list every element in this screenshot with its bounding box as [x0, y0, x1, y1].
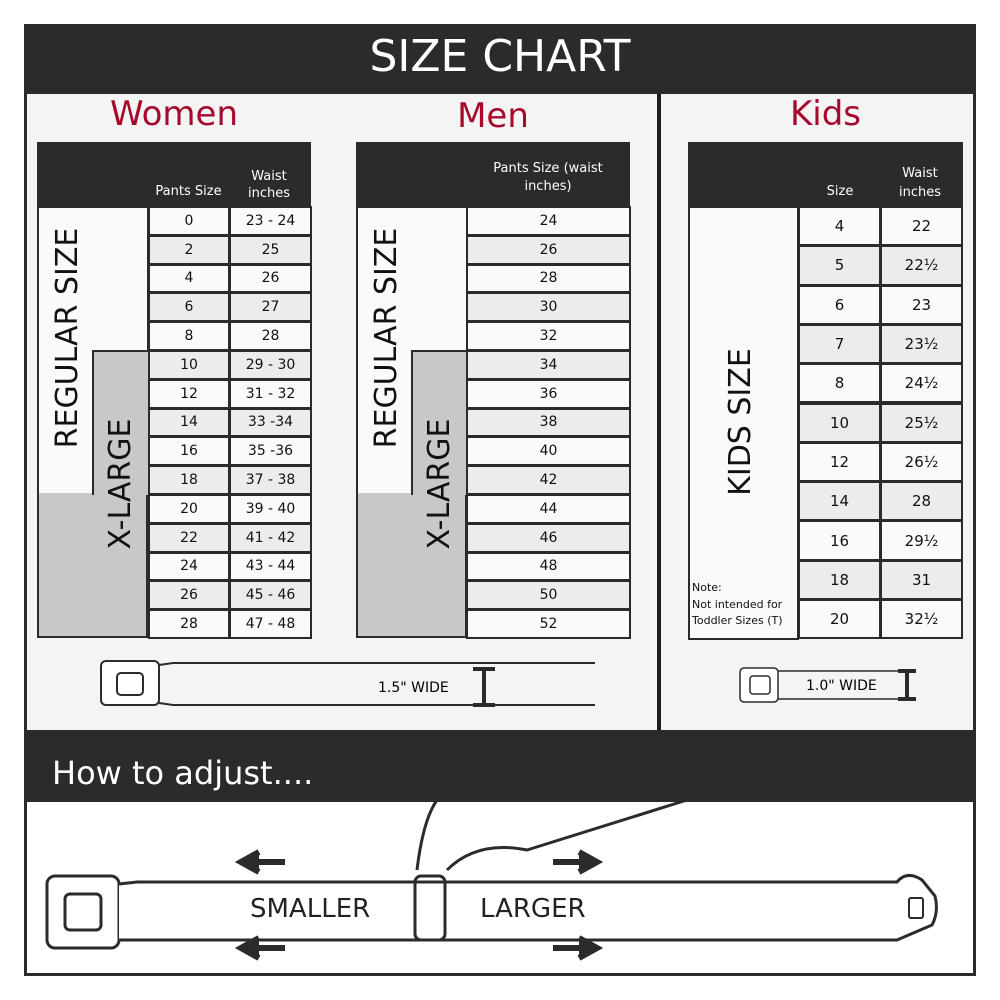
- women-pants-size-cell: 12: [148, 378, 230, 409]
- women-waist-cell: 45 - 46: [229, 580, 312, 611]
- men-title: Men: [457, 96, 529, 136]
- men-pants-size-cell: 34: [466, 350, 631, 380]
- adjust-title: How to adjust....: [24, 730, 976, 802]
- kids-waist-cell: 22½: [880, 245, 963, 286]
- adjust-belt-illustration: [45, 800, 938, 961]
- kids-waist-cell: 31: [880, 559, 963, 600]
- women-pants-size-cell: 20: [148, 494, 230, 524]
- women-col-pants: Pants Size: [155, 184, 222, 199]
- women-pants-size-cell: 28: [148, 609, 230, 639]
- larger-label: LARGER: [480, 894, 586, 924]
- kids-waist-cell: 23½: [880, 323, 963, 365]
- women-pants-size-cell: 10: [148, 350, 230, 380]
- kids-size-cell: 12: [798, 441, 881, 483]
- kids-waist-cell: 25½: [880, 402, 963, 443]
- men-xlarge-region: [411, 350, 467, 495]
- women-pants-size-cell: 26: [148, 580, 230, 611]
- kids-size-cell: 16: [798, 520, 881, 561]
- women-waist-cell: 33 -34: [229, 407, 312, 438]
- men-pants-size-cell: 40: [466, 436, 631, 467]
- kids-col-size: Size: [826, 184, 854, 199]
- kids-size-cell: 7: [798, 323, 881, 365]
- kids-size-cell: 18: [798, 559, 881, 600]
- women-pants-size-cell: 8: [148, 321, 230, 351]
- men-pants-size-cell: 38: [466, 407, 631, 438]
- women-xlarge-label: X-LARGE: [103, 418, 138, 550]
- women-waist-cell: 25: [229, 234, 312, 265]
- kids-title: Kids: [789, 94, 862, 134]
- men-pants-size-cell: 32: [466, 321, 631, 351]
- kids-waist-cell: 29½: [880, 520, 963, 561]
- women-pants-size-cell: 6: [148, 292, 230, 323]
- women-waist-cell: 35 -36: [229, 436, 312, 467]
- women-waist-cell: 39 - 40: [229, 494, 312, 524]
- kids-waist-cell: 28: [880, 481, 963, 522]
- kids-belt-width: 1.0" WIDE: [806, 678, 877, 694]
- women-pants-size-cell: 24: [148, 551, 230, 582]
- men-regular-label: REGULAR SIZE: [369, 227, 404, 449]
- women-waist-cell: 41 - 42: [229, 522, 312, 553]
- women-belt-width: 1.5" WIDE: [378, 680, 449, 696]
- women-pants-size-cell: 2: [148, 234, 230, 265]
- women-waist-cell: 28: [229, 321, 312, 351]
- kids-waist-cell: 22: [880, 206, 963, 247]
- women-title: Women: [109, 94, 238, 134]
- kids-waist-cell: 24½: [880, 363, 963, 404]
- women-waist-cell: 37 - 38: [229, 465, 312, 495]
- women-waist-cell: 23 - 24: [229, 206, 312, 236]
- kids-size-cell: 6: [798, 284, 881, 325]
- women-pants-size-cell: 16: [148, 436, 230, 467]
- women-pants-size-cell: 18: [148, 465, 230, 495]
- men-pants-size-cell: 46: [466, 522, 631, 553]
- kids-note-title: Note:: [692, 581, 722, 594]
- women-waist-cell: 29 - 30: [229, 350, 312, 380]
- women-xlarge-region: [92, 350, 148, 495]
- women-pants-size-cell: 14: [148, 407, 230, 438]
- kids-waist-cell: 26½: [880, 441, 963, 483]
- men-pants-size-cell: 26: [466, 234, 631, 265]
- men-header: Pants Size (waist inches): [356, 142, 630, 206]
- women-waist-cell: 27: [229, 292, 312, 323]
- men-pants-size-cell: 24: [466, 206, 631, 236]
- kids-size-cell: 14: [798, 481, 881, 522]
- kids-waist-cell: 32½: [880, 599, 963, 640]
- kids-size-cell: 10: [798, 402, 881, 443]
- women-col-waist: Waist inches: [247, 169, 290, 201]
- women-pants-size-cell: 22: [148, 522, 230, 553]
- kids-size-cell: 4: [798, 206, 881, 247]
- men-pants-size-cell: 44: [466, 494, 631, 524]
- women-waist-cell: 43 - 44: [229, 551, 312, 582]
- men-pants-size-cell: 52: [466, 609, 631, 639]
- women-regular-label: REGULAR SIZE: [50, 227, 85, 449]
- kids-col-waist: Waist inches: [898, 166, 941, 200]
- men-col-pants: Pants Size (waist inches): [493, 161, 603, 194]
- women-waist-cell: 31 - 32: [229, 378, 312, 409]
- women-pants-size-cell: 0: [148, 206, 230, 236]
- women-waist-cell: 26: [229, 263, 312, 294]
- men-pants-size-cell: 30: [466, 292, 631, 323]
- men-pants-size-cell: 50: [466, 580, 631, 611]
- smaller-label: SMALLER: [250, 894, 371, 924]
- women-header: Pants Size Waist inches: [37, 142, 311, 206]
- divider: [657, 94, 661, 730]
- kids-size-label: KIDS SIZE: [723, 348, 758, 496]
- men-xlarge-label: X-LARGE: [422, 418, 457, 550]
- kids-note-text: Not intended for Toddler Sizes (T): [692, 598, 783, 627]
- men-pants-size-cell: 48: [466, 551, 631, 582]
- kids-header: Size Waist inches: [688, 142, 963, 206]
- kids-belt-illustration: [739, 667, 916, 703]
- page-title: SIZE CHART: [24, 24, 976, 94]
- women-belt-illustration: [100, 660, 595, 707]
- kids-size-cell: 8: [798, 363, 881, 404]
- men-pants-size-cell: 36: [466, 378, 631, 409]
- men-pants-size-cell: 28: [466, 263, 631, 294]
- kids-size-cell: 5: [798, 245, 881, 286]
- women-waist-cell: 47 - 48: [229, 609, 312, 639]
- men-pants-size-cell: 42: [466, 465, 631, 495]
- kids-waist-cell: 23: [880, 284, 963, 325]
- women-pants-size-cell: 4: [148, 263, 230, 294]
- kids-size-cell: 20: [798, 599, 881, 640]
